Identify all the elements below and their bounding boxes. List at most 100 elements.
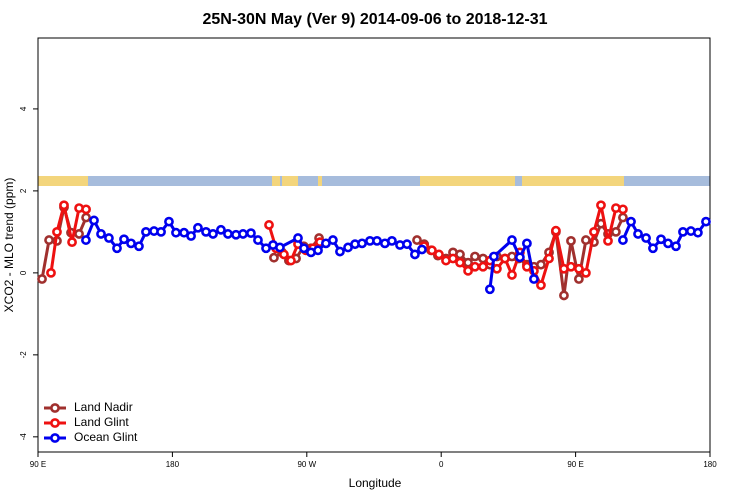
data-point	[489, 251, 499, 262]
data-point	[275, 242, 285, 253]
data-point	[402, 239, 412, 250]
data-point	[648, 243, 658, 254]
data-point	[656, 234, 666, 245]
data-point	[550, 225, 561, 236]
data-point	[141, 226, 151, 237]
data-point	[566, 236, 576, 246]
data-point	[536, 259, 546, 270]
legend-label: Land Nadir	[74, 400, 133, 414]
data-point	[81, 212, 91, 223]
data-point	[216, 224, 226, 235]
land-strip	[282, 176, 298, 186]
data-point	[566, 261, 576, 272]
data-point	[81, 204, 91, 215]
land-strip	[272, 176, 280, 186]
data-point	[44, 235, 54, 245]
data-point	[581, 235, 591, 245]
data-point	[264, 220, 274, 230]
data-point	[59, 200, 69, 211]
x-tick-label: 180	[166, 460, 180, 469]
x-tick-label: 180	[703, 460, 717, 469]
data-point	[522, 238, 532, 249]
data-point	[37, 274, 47, 284]
data-point	[589, 226, 599, 237]
land-strip	[522, 176, 624, 186]
data-point	[478, 261, 488, 272]
series	[81, 215, 711, 295]
data-point	[74, 229, 84, 239]
data-point	[238, 229, 248, 239]
legend-marker	[50, 433, 60, 443]
x-tick-label: 0	[439, 460, 444, 469]
y-axis-label: XCO2 - MLO trend (ppm)	[2, 178, 16, 313]
data-point	[253, 235, 263, 245]
data-point	[536, 280, 546, 291]
data-point	[223, 229, 233, 239]
data-point	[279, 249, 289, 260]
data-point	[104, 233, 114, 243]
data-point	[293, 233, 303, 243]
data-point	[484, 284, 495, 295]
data-point	[507, 270, 517, 280]
data-point	[596, 200, 606, 211]
data-point	[671, 241, 681, 252]
data-point	[387, 236, 397, 246]
ocean-strip	[38, 176, 710, 186]
land-strip	[318, 176, 322, 186]
chart-title: 25N-30N May (Ver 9) 2014-09-06 to 2018-1…	[202, 11, 547, 28]
land-strip	[420, 176, 515, 186]
y-tick-label: 0	[19, 270, 28, 275]
y-tick-label: 4	[19, 106, 28, 111]
data-point	[573, 274, 584, 284]
data-point	[193, 222, 203, 233]
data-point	[412, 235, 422, 245]
x-tick-label: 90 E	[567, 460, 583, 469]
legend-label: Ocean Glint	[74, 430, 138, 444]
data-point	[208, 229, 218, 239]
legend-label: Land Glint	[74, 415, 129, 429]
data-point	[618, 212, 628, 223]
data-point	[626, 216, 636, 227]
y-tick-label: 2	[19, 188, 28, 193]
data-point	[81, 235, 91, 245]
data-point	[186, 231, 196, 241]
data-point	[581, 267, 591, 278]
data-point	[96, 229, 106, 239]
data-point	[470, 251, 480, 262]
legend-marker	[50, 403, 60, 413]
data-point	[112, 243, 122, 254]
data-point	[448, 253, 458, 264]
data-point	[313, 245, 323, 256]
data-point	[171, 227, 181, 238]
data-point	[618, 235, 628, 245]
data-point	[603, 236, 613, 246]
data-point	[693, 227, 703, 238]
data-point	[529, 274, 539, 284]
data-point	[544, 253, 554, 264]
data-point	[89, 215, 99, 226]
land-strip	[38, 176, 88, 186]
data-point	[514, 252, 525, 263]
data-point	[286, 255, 296, 266]
data-point	[410, 249, 420, 260]
data-point	[618, 204, 628, 215]
data-point	[52, 226, 62, 237]
x-axis-label: Longitude	[349, 476, 402, 490]
data-point	[119, 234, 129, 245]
data-point	[573, 263, 584, 274]
data-point	[134, 241, 144, 252]
x-tick-label: 90 W	[297, 460, 316, 469]
data-point	[46, 267, 56, 278]
data-point	[269, 252, 279, 263]
data-point	[417, 244, 427, 255]
data-point	[164, 216, 174, 227]
data-point	[492, 263, 502, 274]
legend-marker	[50, 418, 60, 428]
x-tick-label: 90 E	[30, 460, 46, 469]
data-point	[663, 238, 673, 249]
data-point	[372, 236, 382, 246]
data-point	[299, 243, 309, 254]
data-point	[463, 265, 473, 276]
data-point	[611, 226, 621, 237]
